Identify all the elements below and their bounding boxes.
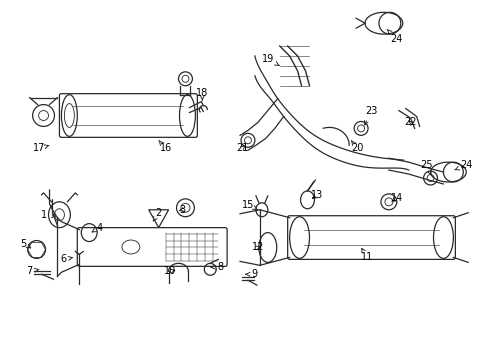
Text: 25: 25 [420, 160, 432, 175]
Ellipse shape [289, 217, 309, 258]
Text: 15: 15 [241, 200, 257, 210]
Text: 20: 20 [350, 140, 363, 153]
Text: 19: 19 [261, 54, 279, 66]
Text: 11: 11 [360, 248, 372, 262]
Text: 4: 4 [92, 222, 102, 233]
Text: 18: 18 [196, 88, 208, 100]
Text: 23: 23 [364, 105, 376, 125]
Text: 22: 22 [404, 117, 416, 127]
Text: 8: 8 [211, 262, 223, 272]
Ellipse shape [433, 217, 452, 258]
Text: 12: 12 [251, 243, 264, 252]
Ellipse shape [61, 95, 77, 136]
Text: 13: 13 [311, 190, 323, 200]
Text: 6: 6 [60, 255, 72, 264]
Text: 9: 9 [245, 269, 258, 279]
Text: 5: 5 [20, 239, 31, 248]
Text: 3: 3 [179, 205, 185, 215]
Text: 16: 16 [159, 140, 171, 153]
Text: 21: 21 [235, 143, 248, 153]
Text: 24: 24 [454, 160, 471, 170]
Text: 1: 1 [41, 210, 56, 220]
Ellipse shape [179, 95, 195, 136]
Text: 7: 7 [26, 266, 39, 276]
Text: 24: 24 [386, 30, 402, 44]
Text: 2: 2 [153, 208, 162, 221]
Text: 10: 10 [164, 266, 176, 276]
Text: 14: 14 [390, 193, 402, 203]
Text: 17: 17 [33, 143, 49, 153]
